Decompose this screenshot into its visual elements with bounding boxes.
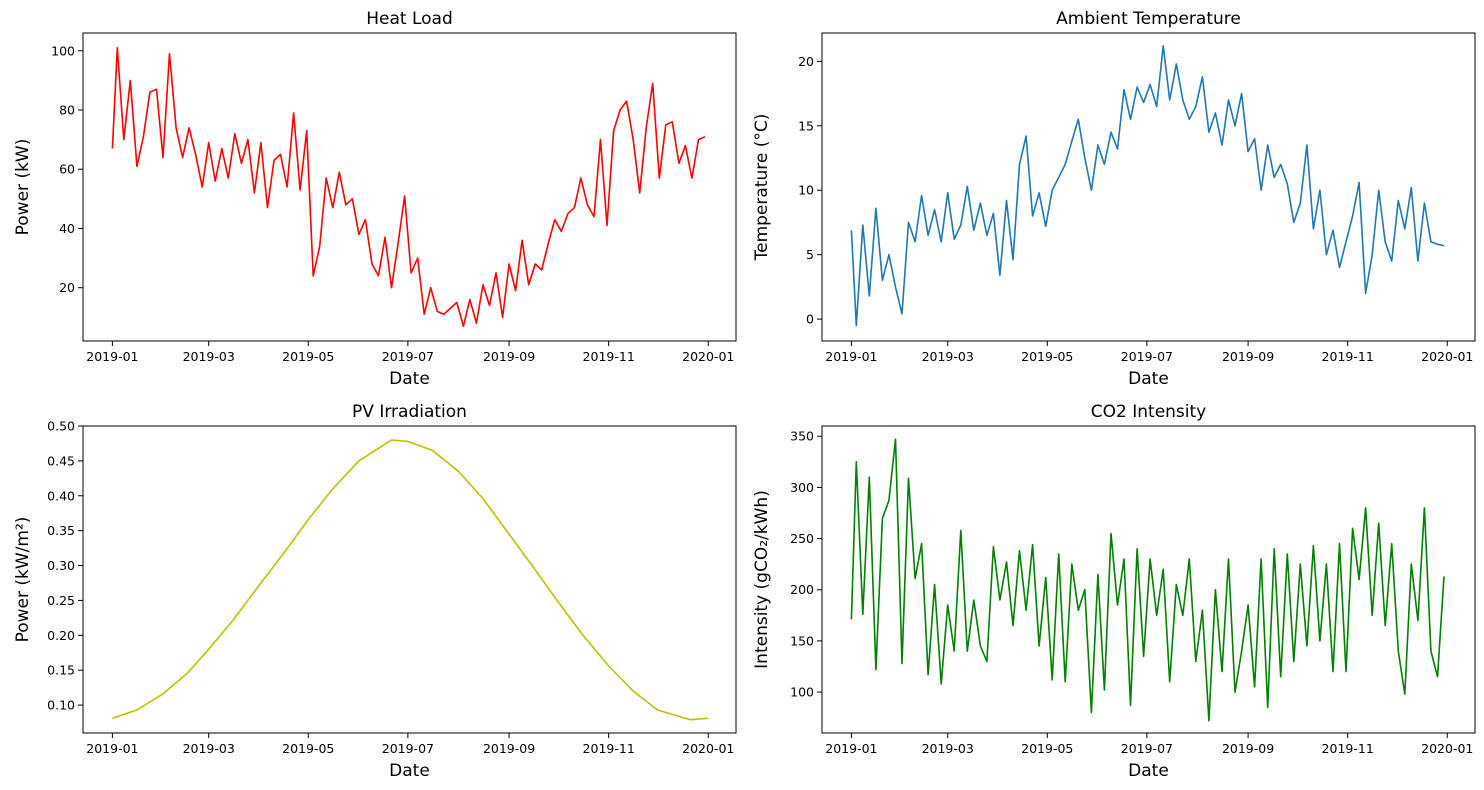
pv-irradiation-x-tick-label: 2019-09 (483, 741, 535, 756)
co2-intensity-y-tick-label: 350 (790, 429, 814, 444)
heat-load-y-tick-label: 20 (59, 280, 75, 295)
heat-load-x-tick-label: 2019-03 (183, 349, 235, 364)
pv-irradiation-x-tick-label: 2019-07 (382, 741, 434, 756)
ambient-temperature-x-tick-label: 2020-01 (1421, 349, 1473, 364)
ambient-temperature-x-tick-label: 2019-09 (1222, 349, 1274, 364)
ambient-temperature-x-tick-label: 2019-01 (825, 349, 877, 364)
ambient-temperature-series-line (850, 45, 1445, 327)
heat-load-x-tick-label: 2019-07 (382, 349, 434, 364)
pv-irradiation-x-tick-label: 2019-03 (183, 741, 235, 756)
co2-intensity-chart: 2019-01 2019-03 2019-05 2019-07 2019-09 2019-… (752, 402, 1476, 781)
heat-load-x-tick-label: 2019-01 (86, 349, 138, 364)
pv-irradiation-y-tick-label: 0.10 (47, 698, 75, 713)
ambient-temperature-y-tick-label: 15 (798, 118, 814, 133)
heat-load-y-tick-label: 60 (59, 162, 75, 177)
pv-irradiation-title: PV Irradiation (352, 402, 467, 422)
heat-load-x-axis-label: Date (389, 369, 430, 389)
pv-irradiation-y-tick-label: 0.50 (47, 419, 75, 434)
co2-intensity-y-tick-label: 200 (790, 582, 814, 597)
co2-intensity-title: CO2 Intensity (1091, 402, 1206, 422)
heat-load-axes-frame (82, 32, 737, 342)
ambient-temperature-y-tick-label: 0 (806, 312, 814, 327)
co2-intensity-axes-frame (821, 425, 1476, 734)
ambient-temperature-axes-frame (821, 32, 1476, 342)
ambient-temperature-title: Ambient Temperature (1056, 9, 1241, 29)
co2-intensity-x-tick-label: 2019-05 (1021, 741, 1073, 756)
ambient-temperature-y-tick-label: 20 (798, 54, 814, 69)
ambient-temperature-y-tick-label: 5 (806, 247, 814, 262)
heat-load-x-tick-label: 2019-09 (483, 349, 535, 364)
co2-intensity-x-tick-label: 2019-01 (825, 741, 877, 756)
co2-intensity-x-tick-label: 2019-09 (1222, 741, 1274, 756)
co2-intensity-x-tick-label: 2019-07 (1121, 741, 1173, 756)
ambient-temperature-chart: 2019-01 2019-03 2019-05 2019-07 2019-09 2019-… (752, 9, 1476, 389)
ambient-temperature-x-tick-label: 2019-11 (1322, 349, 1374, 364)
co2-intensity-y-axis-label: Intensity (gCO₂/kWh) (752, 490, 772, 669)
pv-irradiation-y-tick-label: 0.35 (47, 523, 75, 538)
co2-intensity-y-tick-label: 300 (790, 480, 814, 495)
co2-intensity-x-tick-label: 2019-03 (922, 741, 974, 756)
pv-irradiation-y-tick-label: 0.30 (47, 558, 75, 573)
pv-irradiation-series-line (112, 439, 709, 721)
heat-load-y-tick-label: 100 (51, 43, 75, 58)
pv-irradiation-y-tick-label: 0.15 (47, 663, 75, 678)
heat-load-title: Heat Load (366, 9, 453, 29)
heat-load-y-tick-label: 40 (59, 221, 75, 236)
co2-intensity-x-axis-label: Date (1128, 761, 1169, 781)
pv-irradiation-y-tick-label: 0.40 (47, 488, 75, 503)
heat-load-series-line (111, 46, 706, 328)
pv-irradiation-x-axis-label: Date (389, 761, 430, 781)
pv-irradiation-x-tick-label: 2019-01 (86, 741, 138, 756)
pv-irradiation-y-tick-label: 0.45 (47, 453, 75, 468)
co2-intensity-x-tick-label: 2019-11 (1322, 741, 1374, 756)
co2-intensity-y-tick-label: 150 (790, 633, 814, 648)
ambient-temperature-x-tick-label: 2019-03 (922, 349, 974, 364)
co2-intensity-y-tick-label: 250 (790, 531, 814, 546)
ambient-temperature-y-tick-label: 10 (798, 183, 814, 198)
heat-load-y-axis-label: Power (kW) (13, 139, 33, 236)
heat-load-chart: 2019-01 2019-03 2019-05 2019-07 2019-09 2019-… (13, 9, 737, 389)
co2-intensity-y-tick-label: 100 (790, 685, 814, 700)
pv-irradiation-x-tick-label: 2020-01 (682, 741, 734, 756)
co2-intensity-series-line (850, 438, 1445, 722)
ambient-temperature-x-axis-label: Date (1128, 369, 1169, 389)
pv-irradiation-x-tick-label: 2019-11 (583, 741, 635, 756)
ambient-temperature-x-tick-label: 2019-07 (1121, 349, 1173, 364)
co2-intensity-x-tick-label: 2020-01 (1421, 741, 1473, 756)
ambient-temperature-y-axis-label: Temperature (°C) (752, 114, 772, 262)
heat-load-x-tick-label: 2019-05 (282, 349, 334, 364)
heat-load-y-tick-label: 80 (59, 103, 75, 118)
heat-load-x-tick-label: 2019-11 (583, 349, 635, 364)
ambient-temperature-x-tick-label: 2019-05 (1021, 349, 1073, 364)
pv-irradiation-y-tick-label: 0.20 (47, 628, 75, 643)
heat-load-x-tick-label: 2020-01 (682, 349, 734, 364)
pv-irradiation-chart: 2019-01 2019-03 2019-05 2019-07 2019-09 2019-… (13, 402, 737, 781)
pv-irradiation-y-axis-label: Power (kW/m²) (13, 517, 33, 643)
pv-irradiation-axes-frame (82, 425, 737, 734)
pv-irradiation-y-tick-label: 0.25 (47, 593, 75, 608)
pv-irradiation-x-tick-label: 2019-05 (282, 741, 334, 756)
